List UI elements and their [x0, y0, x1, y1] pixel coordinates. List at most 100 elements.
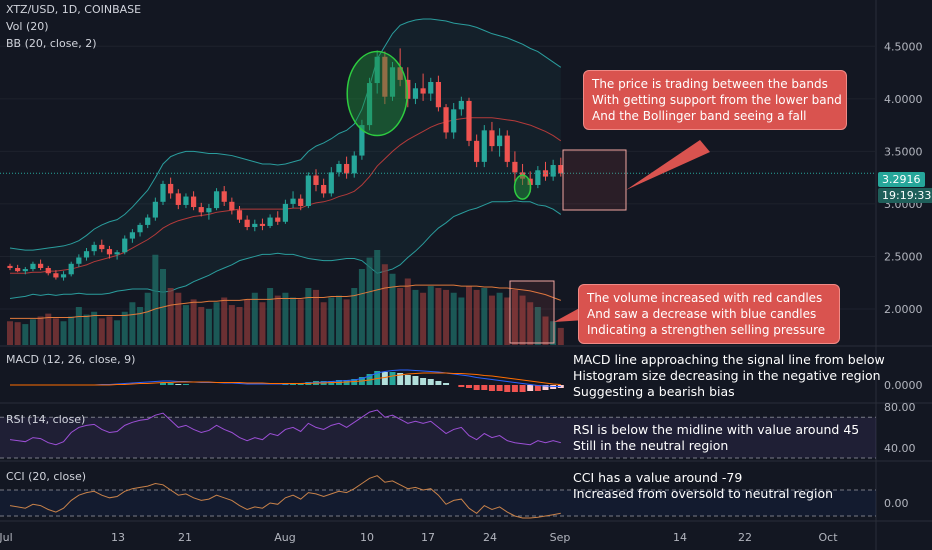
peak-highlight-ellipse — [346, 50, 408, 137]
volume-bar — [45, 313, 52, 345]
macd-histogram-bar — [466, 385, 472, 388]
volume-bar — [297, 299, 304, 345]
price-callout-line-2: With getting support from the lower band — [592, 93, 842, 107]
candle-body — [382, 56, 388, 97]
volume-bar — [221, 297, 228, 345]
macd-histogram-bar — [397, 373, 404, 385]
time-axis-label: 10 — [360, 531, 374, 544]
candle-body — [91, 244, 97, 252]
volume-bar — [358, 269, 365, 345]
bollinger-lower-band — [9, 200, 562, 299]
candle-body — [137, 224, 143, 233]
candle-body — [512, 161, 518, 173]
volume-bar — [420, 292, 427, 345]
cci-note-1: CCI has a value around -79 — [573, 470, 743, 485]
macd-histogram-bar — [175, 384, 182, 385]
volume-bar — [167, 288, 174, 345]
volume-bar — [106, 316, 113, 345]
candle-body — [99, 244, 105, 250]
price-axis-tick: 3.5000 — [884, 145, 923, 158]
macd-histogram-bar — [496, 385, 503, 391]
macd-histogram-bar — [473, 385, 480, 390]
candle-body — [38, 263, 44, 268]
macd-notes: MACD line approaching the signal line fr… — [573, 352, 885, 400]
candle-body — [458, 100, 464, 110]
volume-bar — [91, 311, 98, 345]
macd-histogram-bar — [519, 385, 526, 392]
symbol-label: XTZ/USD, 1D, COINBASE — [6, 3, 142, 16]
volume-bar — [496, 292, 503, 345]
candle-body — [489, 130, 495, 147]
candle-body — [168, 183, 174, 194]
time-axis-label: 17 — [421, 531, 435, 544]
macd-histogram-bar — [420, 378, 427, 385]
volume-bar — [389, 273, 396, 345]
time-axis-label: 24 — [483, 531, 497, 544]
macd-histogram-bar — [443, 383, 450, 385]
volume-bar — [328, 297, 335, 345]
price-axis-tick: 4.5000 — [884, 40, 923, 53]
volume-bar — [313, 289, 319, 345]
macd-histogram-bar — [404, 375, 411, 385]
candle-body — [213, 191, 220, 209]
candle-body — [351, 155, 357, 174]
cci-note-2: Increased from oversold to neutral regio… — [573, 486, 834, 501]
volume-bar — [152, 254, 159, 345]
rsi-axis-tick: 40.00 — [884, 442, 916, 455]
volume-bar — [290, 297, 297, 345]
candle-body — [206, 208, 212, 213]
cci-label: CCI (20, close) — [6, 470, 87, 483]
macd-histogram-bar — [458, 385, 465, 387]
candle-body — [60, 274, 67, 278]
time-axis-label: 13 — [111, 531, 125, 544]
volume-bar — [534, 307, 541, 345]
countdown-tag: 19:19:33 — [878, 188, 932, 203]
volume-bar — [251, 292, 258, 345]
macd-histogram-bar — [534, 385, 541, 391]
volume-bar — [198, 307, 205, 345]
candle-body — [198, 207, 204, 213]
candle-body — [183, 196, 189, 205]
volume-projection-box — [509, 280, 555, 344]
macd-histogram-bar — [389, 372, 396, 385]
volume-bar — [274, 295, 281, 345]
cci-axis-tick: 0.00 — [884, 497, 909, 510]
volume-bar — [137, 307, 144, 345]
candle-body — [443, 107, 449, 133]
volume-ma-line — [10, 284, 561, 319]
volume-bar — [14, 322, 21, 345]
candle-body — [328, 172, 334, 194]
volume-bar — [282, 292, 289, 345]
volume-bar — [305, 288, 312, 345]
macd-histogram-bar — [504, 385, 511, 392]
candle-body — [152, 201, 158, 218]
volume-bar — [83, 314, 90, 345]
volume-bar — [488, 295, 495, 345]
candle-body — [374, 56, 380, 84]
volume-bar — [236, 307, 243, 345]
cci-notes: CCI has a value around -79 Increased fro… — [573, 470, 833, 502]
volume-bar — [481, 288, 488, 345]
candle-body — [129, 232, 135, 239]
candle-body — [53, 273, 59, 278]
rsi-axis-tick: 80.00 — [884, 401, 916, 414]
volume-bar — [435, 288, 442, 345]
candle-body — [175, 193, 181, 205]
volume-bar — [466, 286, 472, 345]
bollinger-upper-band — [9, 18, 562, 251]
volume-bar — [519, 295, 526, 345]
rsi-note-2: Still in the neutral region — [573, 438, 729, 453]
macd-histogram-bar — [427, 379, 434, 385]
candle-body — [83, 251, 90, 258]
candle-body — [236, 210, 243, 220]
candle-body — [359, 125, 365, 156]
last-price-tag: 3.2916 — [878, 172, 925, 187]
candle-body — [290, 198, 296, 204]
candle-body — [244, 219, 250, 228]
volume-bar — [175, 292, 182, 345]
volume-bar — [129, 302, 136, 345]
volume-bar — [527, 302, 534, 345]
volume-bar — [144, 292, 151, 345]
volume-bar — [473, 289, 480, 345]
candle-body — [221, 191, 227, 202]
